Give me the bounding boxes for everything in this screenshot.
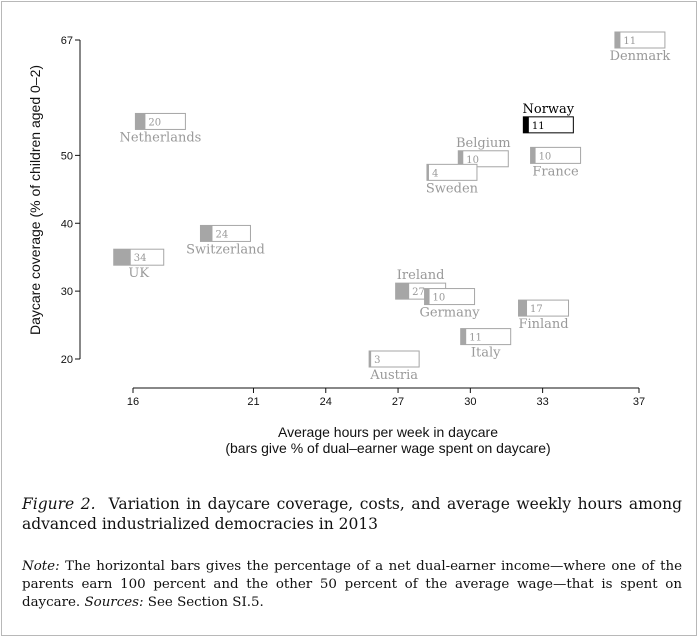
cost-bar-fill — [426, 164, 429, 181]
x-tick-label: 24 — [320, 396, 332, 408]
country-label: Austria — [369, 368, 418, 383]
cost-bar-fill — [395, 283, 410, 300]
country-label: Germany — [420, 306, 481, 321]
cost-bar-fill — [135, 113, 146, 130]
note-label: Note: — [22, 559, 60, 574]
cost-bar-fill — [614, 32, 621, 48]
cost-value-label: 11 — [532, 121, 545, 132]
caption-text: Variation in daycare coverage, costs, an… — [22, 495, 683, 533]
chart-marks: 11Denmark11Norway20Netherlands10Belgium1… — [113, 31, 671, 383]
cost-bar-frame — [614, 31, 666, 49]
cost-bar-fill — [458, 150, 464, 167]
cost-bar-fill — [424, 288, 430, 305]
cost-value-label: 10 — [539, 151, 552, 162]
data-point: 34 UK — [113, 248, 165, 281]
sources-text: See Section SI.5. — [147, 595, 264, 610]
country-label: Norway — [523, 102, 575, 117]
cost-value-label: 11 — [469, 333, 482, 344]
country-label: UK — [128, 266, 149, 281]
country-label: Italy — [471, 346, 501, 361]
data-point: 24 Switzerland — [186, 224, 265, 257]
x-tick-label: 33 — [536, 396, 548, 408]
caption-label: Figure 2. — [22, 495, 96, 513]
cost-bar-fill — [200, 225, 213, 242]
data-point: 11 Norway — [522, 102, 575, 134]
cost-bar-frame — [460, 328, 512, 346]
country-label: Sweden — [426, 181, 479, 196]
y-tick-label: 50 — [61, 150, 73, 162]
country-label: France — [532, 164, 579, 179]
cost-bar-fill — [113, 249, 131, 266]
country-label: Belgium — [456, 136, 511, 151]
cost-value-label: 10 — [433, 293, 446, 304]
note-text: The horizontal bars gives the percentage… — [22, 559, 682, 610]
cost-bar-fill — [523, 116, 529, 133]
cost-bar-fill — [369, 351, 372, 367]
cost-bar-frame — [522, 116, 574, 134]
data-point: 17 Finland — [518, 299, 570, 332]
chart-axes: 16 21 24 27 30 33 37 20 30 40 50 67 — [61, 35, 645, 408]
x-tick-label: 37 — [633, 396, 645, 408]
cost-value-label: 17 — [530, 304, 543, 315]
data-point: 4 Sweden — [426, 163, 479, 196]
sources-label: Sources: — [84, 595, 144, 610]
cost-bar-fill — [530, 147, 536, 164]
y-tick-label: 20 — [61, 354, 73, 366]
data-point: 10 Belgium — [456, 136, 511, 168]
y-tick-label: 30 — [61, 286, 73, 298]
scatter-chart: 16 21 24 27 30 33 37 20 30 40 50 67 11 Denmark 11 Norw… — [27, 31, 671, 456]
x-tick-label: 16 — [127, 396, 139, 408]
cost-value-label: 20 — [148, 117, 161, 128]
data-point: 10 France — [530, 146, 582, 179]
cost-value-label: 24 — [215, 229, 228, 240]
x-tick-label: 30 — [464, 396, 476, 408]
cost-value-label: 34 — [134, 253, 147, 264]
country-label: Switzerland — [186, 242, 265, 257]
cost-value-label: 27 — [412, 287, 425, 298]
x-tick-label: 21 — [247, 396, 259, 408]
y-axis-label: Daycare coverage (% of children aged 0–2… — [27, 65, 43, 335]
figure-note: Note: The horizontal bars gives the perc… — [22, 558, 682, 612]
y-tick-label: 67 — [61, 35, 73, 47]
cost-value-label: 10 — [466, 155, 479, 166]
x-axis-sublabel: (bars give % of dual–earner wage spent o… — [225, 440, 550, 456]
data-point: 10 Germany — [420, 288, 481, 321]
data-point: 11 Italy — [460, 328, 512, 361]
data-point: 3 Austria — [368, 350, 420, 383]
country-label: Denmark — [610, 49, 671, 64]
country-label: Netherlands — [119, 130, 201, 145]
figure-caption: Figure 2. Variation in daycare coverage,… — [22, 494, 682, 534]
x-axis-label: Average hours per week in daycare — [278, 424, 498, 440]
cost-value-label: 11 — [623, 36, 636, 47]
cost-bar-fill — [518, 300, 528, 317]
country-label: Ireland — [397, 268, 445, 283]
x-tick-label: 27 — [392, 396, 404, 408]
cost-value-label: 3 — [374, 355, 380, 366]
data-point: 11 Denmark — [610, 31, 671, 64]
y-tick-label: 40 — [61, 218, 73, 230]
cost-bar-fill — [460, 328, 467, 345]
country-label: Finland — [518, 317, 568, 332]
data-point: 20 Netherlands — [119, 112, 201, 145]
cost-value-label: 4 — [432, 168, 438, 179]
